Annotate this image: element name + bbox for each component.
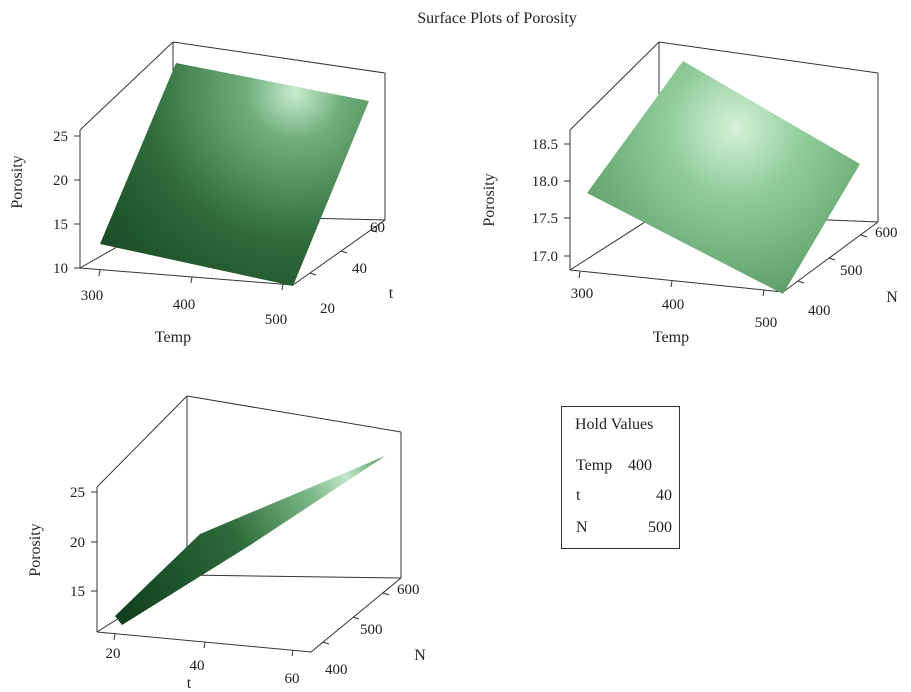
z-axis-label: Porosity (27, 523, 44, 576)
surface-plot-t-n-surface (115, 456, 385, 625)
z-tick-label: 15 (70, 584, 85, 600)
z-tick-label: 17.5 (532, 211, 558, 227)
z-tick-label: 25 (53, 129, 68, 145)
hold-value-name: t (576, 487, 581, 504)
hold-values-legend: Hold Values Temp 400 t 40 N 500 (561, 406, 680, 549)
z-axis-label: Porosity (481, 173, 498, 226)
y-axis-label: N (414, 647, 426, 664)
hold-values-title: Hold Values (575, 416, 654, 433)
y-axis-ticks: 400 500 600 (797, 225, 898, 319)
x-axis-label: Temp (155, 329, 191, 346)
surface-plot-temp-t-surface (100, 63, 369, 286)
z-axis-label: Porosity (9, 155, 26, 208)
y-tick-label: 600 (875, 225, 898, 241)
x-axis-ticks: 300 400 500 (571, 271, 778, 331)
z-axis-ticks: 17.0 17.5 18.0 18.5 (532, 137, 570, 265)
surface-plot-temp-n-surface (587, 61, 860, 294)
x-tick-label: 500 (265, 312, 288, 328)
y-axis-ticks: 400 500 600 (322, 582, 420, 678)
x-axis-label: t (187, 675, 192, 692)
z-tick-label: 20 (70, 535, 85, 551)
x-tick-label: 20 (106, 646, 121, 662)
z-axis-ticks: 10 15 20 25 (53, 129, 80, 277)
y-tick-label: 400 (325, 662, 348, 678)
surface-plot-t-n: 15 20 25 20 40 60 400 500 600 Porosity t… (27, 395, 426, 692)
x-axis-label: Temp (653, 329, 689, 346)
x-tick-label: 300 (571, 286, 594, 302)
z-tick-label: 18.0 (532, 174, 558, 190)
hold-value-value: 400 (628, 457, 652, 474)
y-axis-label: N (886, 289, 898, 306)
x-axis-ticks: 20 40 60 (106, 633, 300, 687)
z-axis-ticks: 15 20 25 (70, 485, 97, 600)
z-tick-label: 17.0 (532, 249, 558, 265)
y-axis-ticks: 20 40 60 (309, 220, 385, 317)
hold-value-value: 40 (656, 487, 672, 504)
y-tick-label: 500 (840, 263, 863, 279)
x-tick-label: 400 (173, 297, 196, 313)
x-tick-label: 60 (285, 671, 300, 687)
y-tick-label: 60 (370, 220, 385, 236)
hold-value-name: Temp (576, 457, 613, 474)
z-tick-label: 20 (53, 173, 68, 189)
hold-value-name: N (576, 519, 588, 536)
hold-value-value: 500 (648, 519, 672, 536)
y-tick-label: 40 (352, 261, 367, 277)
z-tick-label: 15 (53, 217, 68, 233)
x-tick-label: 500 (755, 315, 778, 331)
y-tick-label: 600 (397, 582, 420, 598)
y-axis-label: t (389, 285, 394, 302)
plot-box-lines (96, 395, 402, 653)
x-tick-label: 40 (190, 658, 205, 674)
y-tick-label: 400 (808, 303, 831, 319)
y-tick-label: 20 (320, 301, 335, 317)
x-axis-ticks: 300 400 500 (81, 269, 288, 328)
x-tick-label: 400 (662, 297, 685, 313)
x-tick-label: 300 (81, 288, 104, 304)
z-tick-label: 10 (53, 261, 68, 277)
surface-plot-temp-t: 10 15 20 25 300 400 500 20 40 60 Porosit… (9, 41, 394, 346)
figure-title: Surface Plots of Porosity (417, 10, 577, 27)
y-tick-label: 500 (360, 622, 383, 638)
z-tick-label: 25 (70, 485, 85, 501)
surface-plot-temp-n: 17.0 17.5 18.0 18.5 300 400 500 400 500 … (481, 41, 898, 346)
z-tick-label: 18.5 (532, 137, 558, 153)
